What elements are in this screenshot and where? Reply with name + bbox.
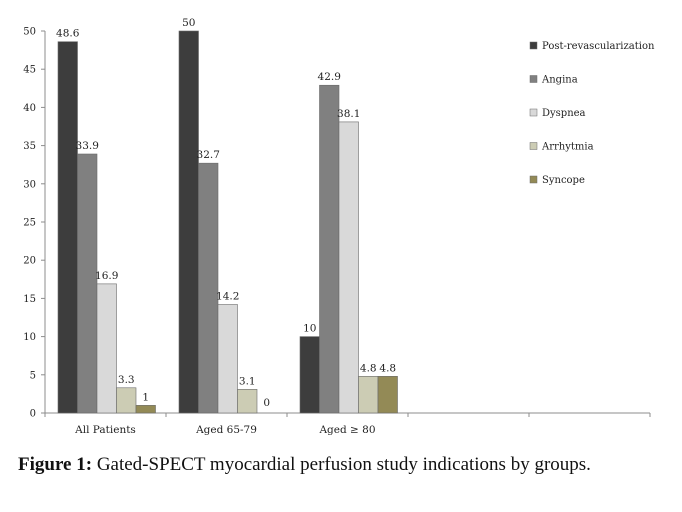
caption-lead: Figure 1: (18, 454, 93, 475)
data-label-post-revascularization-all-patients: 48.6 (56, 28, 80, 40)
y-tick-label: 25 (23, 218, 36, 229)
bar-angina-all-patients (77, 153, 98, 414)
y-tick-label: 35 (23, 141, 36, 152)
x-category-label: All Patients (74, 424, 136, 436)
bar-arrhytmia-all-patients (116, 387, 137, 414)
x-category-label: Aged ≥ 80 (318, 424, 375, 436)
data-label-arrhytmia-aged-80: 4.8 (360, 362, 377, 374)
caption-text: Gated-SPECT myocardial perfusion study i… (92, 454, 591, 475)
bar-angina-aged-80 (319, 84, 340, 414)
y-tick-label: 5 (30, 370, 36, 381)
legend-swatch-syncope (529, 175, 538, 184)
y-tick-label: 20 (23, 256, 36, 267)
legend-label-post-revascularization: Post-revascularization (542, 41, 655, 52)
data-label-post-revascularization-aged-65-79: 50 (182, 17, 195, 29)
bar-arrhytmia-aged-80 (358, 376, 379, 414)
y-tick-label: 10 (23, 332, 36, 343)
data-label-angina-aged-80: 42.9 (318, 71, 341, 83)
legend-swatch-arrhytmia (529, 142, 538, 150)
bar-syncope-aged-80 (377, 376, 398, 414)
figure-caption: Figure 1: Gated-SPECT myocardial perfusi… (18, 451, 682, 478)
y-tick-label: 0 (30, 409, 36, 420)
chart-data-labels: 48.6 33.9 16.9 3.3 1 50 32.7 14.2 3.1 0 10 42.9 38.1… (56, 17, 396, 409)
data-label-post-revascularization-aged-80: 10 (303, 323, 316, 335)
bar-dyspnea-aged-80 (338, 121, 359, 414)
y-tick-label: 15 (23, 294, 36, 305)
data-label-arrhytmia-aged-65-79: 3.1 (239, 375, 256, 387)
bar-post-revascularization-aged-80 (299, 336, 320, 414)
data-label-dyspnea-all-patients: 16.9 (95, 270, 118, 282)
data-label-angina-all-patients: 33.9 (76, 140, 99, 152)
chart: 0 5 10 15 20 25 30 35 40 45 50 All Patients Aged 65-… (23, 17, 655, 436)
chart-legend: Post-revascularization Angina Dyspnea Arrhy… (529, 41, 655, 186)
chart-bars (57, 30, 398, 414)
y-tick-label: 50 (23, 27, 36, 38)
y-tick-label: 45 (23, 65, 36, 76)
legend-label-dyspnea: Dyspnea (542, 108, 586, 119)
legend-swatch-dyspnea (529, 108, 538, 117)
legend-label-syncope: Syncope (542, 175, 585, 186)
legend-swatch-angina (529, 75, 538, 83)
data-label-syncope-aged-65-79: 0 (263, 397, 270, 409)
bar-dyspnea-aged-65-79 (217, 304, 238, 414)
bar-post-revascularization-all-patients (57, 41, 78, 414)
data-label-syncope-aged-80: 4.8 (379, 362, 396, 374)
bar-arrhytmia-aged-65-79 (237, 389, 258, 414)
y-tick-label: 40 (23, 103, 36, 114)
data-label-syncope-all-patients: 1 (142, 391, 149, 403)
legend-swatch-post-revascularization (529, 41, 538, 50)
data-label-dyspnea-aged-65-79: 14.2 (216, 291, 239, 303)
legend-label-arrhytmia: Arrhytmia (541, 142, 594, 153)
bar-angina-aged-65-79 (198, 162, 219, 414)
data-label-arrhytmia-all-patients: 3.3 (118, 374, 135, 386)
bar-post-revascularization-aged-65-79 (178, 30, 199, 414)
legend-label-angina: Angina (541, 75, 578, 86)
bar-syncope-all-patients (135, 405, 156, 414)
y-tick-label: 30 (23, 179, 36, 190)
data-label-dyspnea-aged-80: 38.1 (337, 108, 360, 120)
x-category-label: Aged 65-79 (195, 424, 257, 436)
bar-dyspnea-all-patients (96, 283, 117, 414)
data-label-angina-aged-65-79: 32.7 (197, 149, 220, 161)
